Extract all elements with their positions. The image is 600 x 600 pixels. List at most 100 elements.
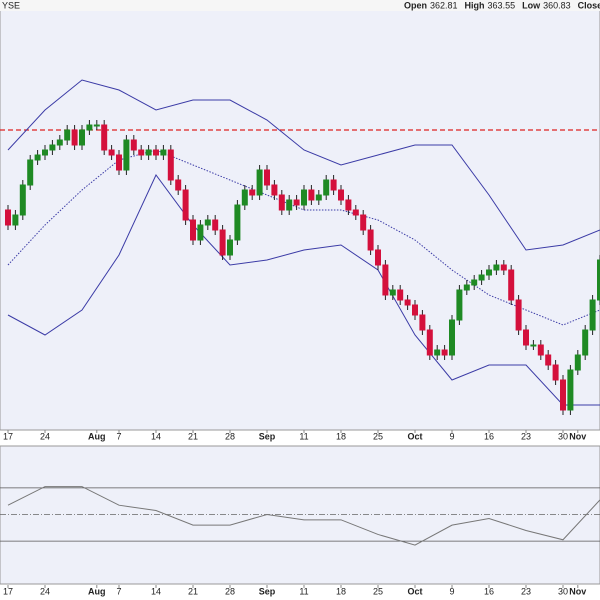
x-tick-label: 14 bbox=[151, 586, 161, 596]
candle-body bbox=[108, 149, 115, 156]
candle-body bbox=[212, 219, 219, 231]
header-label: Close bbox=[578, 0, 600, 10]
candle-body bbox=[449, 319, 455, 356]
candle-body bbox=[42, 149, 48, 156]
x-tick-label: 25 bbox=[373, 431, 383, 441]
x-tick-label: Oct bbox=[407, 431, 422, 441]
x-tick-label: Nov bbox=[569, 431, 586, 441]
candle-body bbox=[471, 279, 478, 286]
x-tick-label: Aug bbox=[88, 586, 106, 596]
candle-body bbox=[138, 149, 145, 156]
candle-body bbox=[123, 139, 130, 171]
candle-body bbox=[175, 179, 182, 191]
candle-body bbox=[71, 129, 78, 146]
x-tick-label: 23 bbox=[521, 431, 531, 441]
candle-body bbox=[182, 189, 189, 221]
candle-body bbox=[426, 329, 433, 356]
candle-body bbox=[552, 364, 559, 381]
candle-body bbox=[375, 249, 381, 266]
symbol: YSE bbox=[2, 0, 20, 10]
candle-body bbox=[508, 269, 515, 301]
candle-body bbox=[64, 129, 71, 141]
header-value: 362.81 bbox=[430, 0, 458, 10]
x-tick-label: 30 bbox=[558, 431, 568, 441]
candle-body bbox=[367, 229, 374, 251]
header-value: 363.55 bbox=[488, 0, 516, 10]
candle-body bbox=[404, 299, 411, 306]
x-tick-label: 17 bbox=[3, 586, 13, 596]
candle-body bbox=[434, 349, 441, 356]
candle-body bbox=[101, 124, 108, 151]
header-label: Low bbox=[522, 0, 541, 10]
price-plot bbox=[0, 79, 600, 415]
candle-body bbox=[49, 144, 56, 151]
candle-body bbox=[86, 124, 93, 131]
x-tick-label: 7 bbox=[116, 431, 121, 441]
candle-body bbox=[278, 194, 285, 211]
band-line bbox=[7, 79, 600, 251]
x-tick-label: 30 bbox=[558, 586, 568, 596]
candle-body bbox=[249, 189, 256, 196]
candle-body bbox=[545, 354, 552, 366]
candle-body bbox=[34, 154, 41, 161]
x-tick-label: 9 bbox=[449, 431, 454, 441]
x-tick-label: Nov bbox=[569, 586, 586, 596]
candle-body bbox=[582, 329, 589, 356]
x-tick-label: 16 bbox=[484, 586, 494, 596]
candle-body bbox=[27, 159, 34, 186]
header-value: 360.83 bbox=[543, 0, 571, 10]
candle-body bbox=[19, 184, 26, 216]
header-label: High bbox=[465, 0, 485, 10]
indicator-panel bbox=[0, 445, 600, 585]
indicator-plot bbox=[0, 486, 600, 546]
candle-body bbox=[441, 349, 448, 356]
candle-body bbox=[190, 219, 196, 241]
candle-body bbox=[397, 289, 404, 301]
candle-body bbox=[523, 329, 529, 346]
x-tick-label: 21 bbox=[188, 586, 198, 596]
candle-body bbox=[567, 369, 574, 411]
candle-body bbox=[419, 314, 426, 331]
candle-body bbox=[234, 204, 241, 241]
candle-body bbox=[256, 169, 263, 196]
candle-body bbox=[389, 289, 396, 296]
candle-body bbox=[412, 304, 418, 316]
candle-body bbox=[345, 199, 352, 211]
candle-body bbox=[301, 189, 307, 206]
x-tick-label: 21 bbox=[188, 431, 198, 441]
x-tick-label: 18 bbox=[336, 431, 346, 441]
candle-body bbox=[56, 139, 63, 146]
x-tick-label: 16 bbox=[484, 431, 494, 441]
x-tick-label: Sep bbox=[259, 586, 276, 596]
candle-body bbox=[456, 289, 463, 321]
x-tick-label: Aug bbox=[88, 431, 106, 441]
candle-body bbox=[93, 124, 100, 127]
candle-body bbox=[352, 209, 359, 216]
x-tick-label: Oct bbox=[407, 586, 422, 596]
candle-body bbox=[338, 189, 344, 201]
candle-body bbox=[271, 184, 278, 196]
candle-body bbox=[241, 189, 248, 206]
candle-body bbox=[204, 219, 211, 226]
candle-body bbox=[167, 149, 174, 181]
x-tick-label: 11 bbox=[299, 431, 308, 441]
candle-body bbox=[5, 209, 11, 226]
candle-body bbox=[293, 199, 300, 206]
x-tick-label: 9 bbox=[449, 586, 454, 596]
main-panel bbox=[0, 0, 600, 431]
candle-body bbox=[478, 274, 485, 281]
x-tick-label: 18 bbox=[336, 586, 346, 596]
candle-body bbox=[130, 139, 137, 151]
indicator-line bbox=[7, 486, 600, 546]
x-tick-label: Sep bbox=[259, 431, 276, 441]
candle-body bbox=[286, 199, 293, 211]
candle-body bbox=[197, 224, 204, 241]
candle-body bbox=[323, 179, 330, 196]
candle-body bbox=[382, 264, 389, 296]
x-tick-label: 28 bbox=[225, 586, 235, 596]
candle-body bbox=[160, 149, 167, 156]
x-tick-label: 23 bbox=[521, 586, 531, 596]
candle-body bbox=[219, 229, 226, 256]
candle-body bbox=[116, 154, 122, 171]
candle-body bbox=[530, 344, 537, 347]
